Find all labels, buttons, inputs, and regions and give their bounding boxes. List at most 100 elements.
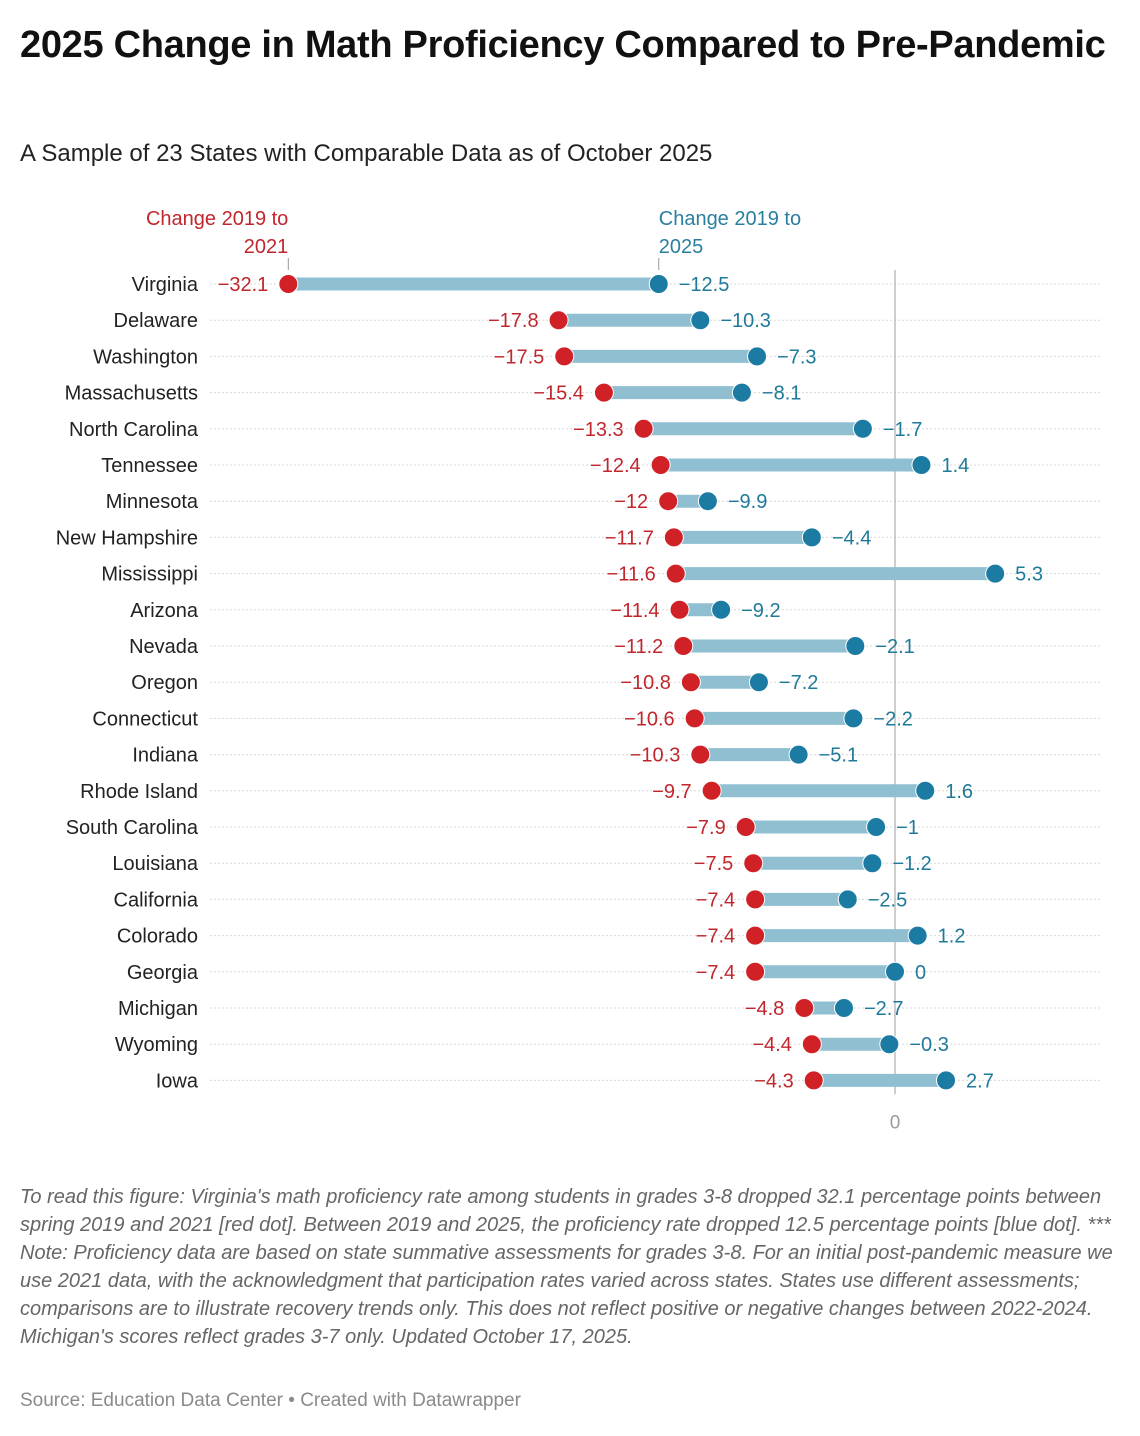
dot-2021 xyxy=(548,310,569,331)
value-label-2021: −10.3 xyxy=(630,745,681,767)
dot-2021 xyxy=(745,925,766,946)
value-label-2021: −10.8 xyxy=(620,672,671,694)
value-label-2021: −11.6 xyxy=(607,564,656,586)
dot-2021 xyxy=(745,961,766,982)
state-label: Washington xyxy=(93,346,198,368)
state-label: Iowa xyxy=(156,1070,199,1092)
dot-2021 xyxy=(658,491,679,512)
value-label-2025: 2.7 xyxy=(966,1070,994,1092)
labels: Virginia −32.1 −12.5 Delaware −17.8 −10.3 Wash… xyxy=(56,274,1043,1092)
state-label: Michigan xyxy=(118,998,198,1020)
value-label-2025: −2.5 xyxy=(868,889,907,911)
dot-2025 xyxy=(907,925,928,946)
dot-2021 xyxy=(633,418,654,439)
value-label-2021: −10.6 xyxy=(624,708,675,730)
dot-2025 xyxy=(731,382,752,403)
dot-2025 xyxy=(837,889,858,910)
state-label: California xyxy=(114,889,199,911)
state-label: North Carolina xyxy=(69,419,199,441)
value-label-2025: −2.1 xyxy=(875,636,914,658)
chart-source: Source: Education Data Center • Created … xyxy=(20,1390,521,1411)
chart-notes: To read this figure: Virginia's math pro… xyxy=(20,1186,1113,1348)
dot-2021 xyxy=(665,563,686,584)
value-label-2025: −1.2 xyxy=(892,853,931,875)
value-label-2025: −0.3 xyxy=(909,1034,948,1056)
state-label: Rhode Island xyxy=(80,781,198,803)
value-label-2025: 1.6 xyxy=(945,781,973,803)
state-label: Arizona xyxy=(130,600,199,622)
value-label-2021: −11.7 xyxy=(605,527,654,549)
dot-2025 xyxy=(852,418,873,439)
chart-title: 2025 Change in Math Proficiency Compared… xyxy=(20,24,1106,66)
value-label-2025: 1.2 xyxy=(938,926,966,948)
state-label: Indiana xyxy=(132,745,198,767)
state-label: Colorado xyxy=(117,926,198,948)
legend-label-2025-line1: Change 2019 to xyxy=(659,208,801,230)
state-label: Georgia xyxy=(127,962,199,984)
value-label-2025: −9.2 xyxy=(741,600,780,622)
state-label: Oregon xyxy=(131,672,198,694)
value-label-2025: −5.1 xyxy=(819,745,858,767)
dot-2021 xyxy=(650,455,671,475)
dot-2021 xyxy=(743,853,764,874)
dot-2021 xyxy=(690,744,711,765)
dot-2025 xyxy=(985,563,1006,584)
x-tick-label: 0 xyxy=(890,1112,901,1133)
value-label-2021: −11.2 xyxy=(614,636,663,658)
state-label: Tennessee xyxy=(101,455,198,477)
dot-2025 xyxy=(697,491,718,512)
dot-2025 xyxy=(788,744,809,765)
value-label-2025: −8.1 xyxy=(762,383,801,405)
value-label-2025: −1.7 xyxy=(883,419,922,441)
value-label-2025: −9.9 xyxy=(728,491,767,513)
dot-2025 xyxy=(833,998,854,1018)
dot-2025 xyxy=(748,672,769,693)
state-label: Wyoming xyxy=(115,1034,198,1056)
state-label: New Hampshire xyxy=(56,527,198,549)
dot-2021 xyxy=(680,672,701,693)
value-label-2025: −10.3 xyxy=(720,310,771,332)
value-label-2021: −17.5 xyxy=(494,346,545,368)
value-label-2021: −4.8 xyxy=(745,998,784,1020)
value-label-2021: −7.5 xyxy=(694,853,733,875)
dumbbell-chart: 0 Change 2019 to 2021 Change 2019 to 2025 V… xyxy=(56,208,1100,1133)
value-label-2021: −12 xyxy=(614,491,648,513)
dot-2025 xyxy=(866,817,887,837)
dot-2025 xyxy=(843,708,864,729)
legend-label-2025-line2: 2025 xyxy=(659,236,704,258)
dot-2025 xyxy=(862,853,883,874)
state-label: Virginia xyxy=(132,274,199,296)
state-label: Louisiana xyxy=(112,853,199,875)
value-label-2025: 0 xyxy=(915,962,926,984)
state-label: Nevada xyxy=(129,636,199,658)
value-label-2025: −12.5 xyxy=(679,274,730,296)
value-label-2025: −7.2 xyxy=(779,672,818,694)
zero-axis: 0 xyxy=(890,270,901,1133)
dot-2021 xyxy=(593,382,614,403)
state-label: Minnesota xyxy=(106,491,199,513)
dot-2025 xyxy=(885,961,905,982)
value-label-2021: −7.4 xyxy=(696,889,735,911)
value-label-2021: −7.9 xyxy=(686,817,725,839)
value-label-2021: −4.4 xyxy=(752,1034,791,1056)
value-label-2021: −32.1 xyxy=(218,274,269,296)
dot-2021 xyxy=(554,346,575,367)
legend-label-2021-line2: 2021 xyxy=(244,236,289,258)
dot-2025 xyxy=(711,599,732,620)
value-label-2025: −4.4 xyxy=(832,527,871,549)
connector-bars xyxy=(288,277,996,1087)
value-label-2025: −7.3 xyxy=(777,346,816,368)
value-label-2021: −4.3 xyxy=(754,1070,793,1092)
dot-2021 xyxy=(801,1034,822,1055)
dot-2021 xyxy=(803,1070,824,1091)
dot-2025 xyxy=(801,527,822,548)
value-label-2025: 5.3 xyxy=(1015,564,1043,586)
state-label: Mississippi xyxy=(101,564,198,586)
legend: Change 2019 to 2021 Change 2019 to 2025 xyxy=(146,208,801,270)
value-label-2021: −9.7 xyxy=(652,781,691,803)
state-label: South Carolina xyxy=(66,817,199,839)
dot-2021 xyxy=(663,527,684,548)
dot-2025 xyxy=(648,274,669,294)
dot-2025 xyxy=(845,636,866,656)
dot-2021 xyxy=(669,599,690,620)
